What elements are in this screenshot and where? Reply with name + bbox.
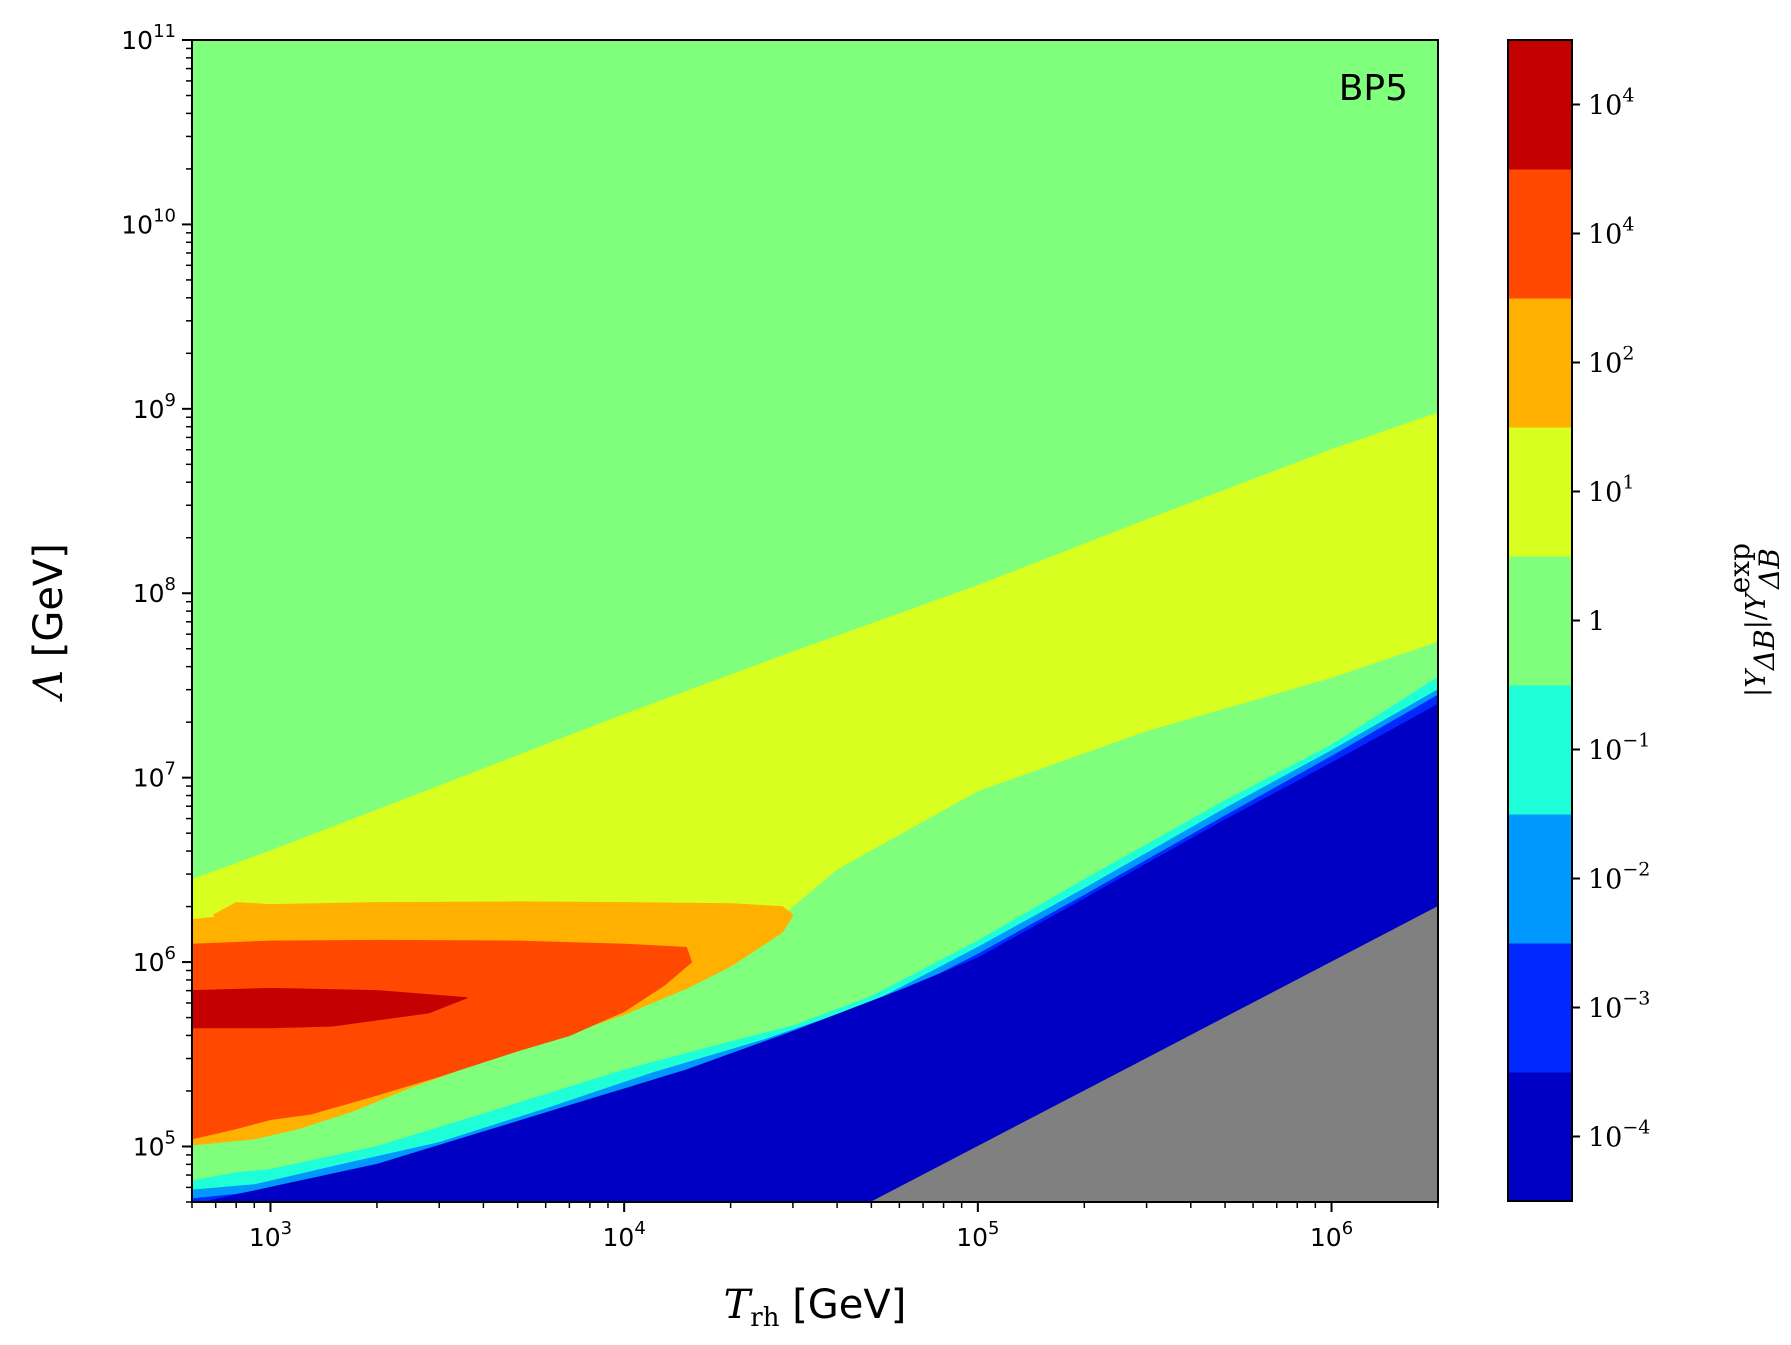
y-tick-label-3: 108 bbox=[133, 574, 176, 608]
colorbar-tick-base-0: 10 bbox=[1588, 1123, 1622, 1154]
x-tick-label-1: 104 bbox=[603, 1218, 646, 1252]
y-tick-exp-1: 6 bbox=[165, 943, 176, 964]
colorbar-segment-0 bbox=[1508, 1072, 1572, 1202]
colorbar-title-sub2: ΔB bbox=[1753, 548, 1786, 590]
y-axis-symbol: Λ bbox=[26, 670, 72, 703]
x-axis-unit bbox=[779, 1282, 792, 1328]
colorbar-tick-base-4: 1 bbox=[1588, 607, 1605, 638]
colorbar-segment-1 bbox=[1508, 943, 1572, 1073]
colorbar-segment-5 bbox=[1508, 427, 1572, 557]
y-tick-label-6: 1011 bbox=[121, 21, 176, 55]
y-tick-label-5: 1010 bbox=[121, 205, 176, 239]
y-axis-unit: [GeV] bbox=[26, 543, 72, 657]
colorbar-tick-exp-1: −3 bbox=[1622, 988, 1650, 1010]
y-tick-base-2: 10 bbox=[133, 764, 165, 793]
x-tick-base-0: 10 bbox=[249, 1223, 281, 1252]
y-tick-base-0: 10 bbox=[133, 1132, 165, 1161]
colorbar bbox=[1508, 40, 1572, 1202]
y-tick-exp-0: 5 bbox=[165, 1127, 176, 1148]
y-tick-base-4: 10 bbox=[133, 395, 165, 424]
colorbar-tick-base-2: 10 bbox=[1588, 865, 1622, 896]
x-tick-exp-0: 3 bbox=[281, 1218, 292, 1239]
y-minor-ticks bbox=[186, 47, 192, 1203]
colorbar-segment-4 bbox=[1508, 556, 1572, 686]
colorbar-title-bar: | bbox=[1741, 688, 1772, 697]
colorbar-tick-exp-7: 4 bbox=[1622, 214, 1634, 236]
colorbar-tick-label-2: 10−2 bbox=[1588, 859, 1650, 896]
colorbar-title-slash: |/ bbox=[1741, 610, 1772, 629]
colorbar-segment-6 bbox=[1508, 298, 1572, 428]
x-tick-label-0: 103 bbox=[249, 1218, 292, 1252]
x-tick-base-3: 10 bbox=[1310, 1223, 1342, 1252]
x-axis-subscript: rh bbox=[750, 1303, 779, 1333]
colorbar-tick-label-0: 10−4 bbox=[1588, 1117, 1650, 1154]
y-tick-base-1: 10 bbox=[133, 948, 165, 977]
y-tick-base-6: 10 bbox=[121, 26, 153, 55]
colorbar-tick-label-5: 101 bbox=[1588, 472, 1634, 509]
x-tick-exp-2: 5 bbox=[988, 1218, 999, 1239]
colorbar-title-y2: Y bbox=[1741, 591, 1772, 611]
colorbar-tick-base-6: 10 bbox=[1588, 349, 1622, 380]
y-tick-exp-5: 10 bbox=[153, 205, 176, 226]
colorbar-title-y: Y bbox=[1741, 668, 1772, 688]
x-tick-base-2: 10 bbox=[956, 1223, 988, 1252]
y-axis-title: Λ [GeV] bbox=[26, 543, 72, 703]
y-tick-exp-4: 9 bbox=[165, 390, 176, 411]
y-tick-label-4: 109 bbox=[133, 390, 176, 424]
colorbar-tick-exp-8: 4 bbox=[1622, 85, 1634, 107]
colorbar-title: |YΔB|/YexpΔB bbox=[1723, 543, 1786, 697]
colorbar-tick-label-8: 104 bbox=[1588, 85, 1634, 122]
y-tick-label-0: 105 bbox=[133, 1127, 176, 1161]
colorbar-tick-label-6: 102 bbox=[1588, 343, 1634, 380]
y-tick-exp-3: 8 bbox=[165, 574, 176, 595]
y-axis-space bbox=[26, 657, 72, 670]
y-tick-label-2: 107 bbox=[133, 759, 176, 793]
colorbar-tick-exp-6: 2 bbox=[1622, 343, 1634, 365]
x-tick-exp-3: 6 bbox=[1342, 1218, 1353, 1239]
colorbar-segment-3 bbox=[1508, 685, 1572, 815]
contour-regions bbox=[192, 40, 1438, 1202]
colorbar-tick-label-1: 10−3 bbox=[1588, 988, 1650, 1025]
x-axis-unit-text: [GeV] bbox=[792, 1282, 906, 1328]
colorbar-tick-base-5: 10 bbox=[1588, 478, 1622, 509]
colorbar-tick-exp-5: 1 bbox=[1622, 472, 1634, 494]
x-axis-title: Trh [GeV] bbox=[724, 1282, 907, 1333]
colorbar-tick-base-3: 10 bbox=[1588, 736, 1622, 767]
y-tick-exp-2: 7 bbox=[165, 759, 176, 780]
y-tick-exp-6: 11 bbox=[153, 21, 176, 42]
colorbar-segment-7 bbox=[1508, 169, 1572, 299]
colorbar-title-sup: exp bbox=[1723, 543, 1756, 593]
colorbar-tick-exp-3: −1 bbox=[1622, 730, 1650, 752]
colorbar-segment-2 bbox=[1508, 814, 1572, 944]
plot-frame bbox=[191, 39, 1439, 1203]
y-tick-label-1: 106 bbox=[133, 943, 176, 977]
y-tick-base-3: 10 bbox=[133, 579, 165, 608]
colorbar-tick-label-4: 1 bbox=[1588, 607, 1605, 638]
x-tick-label-3: 106 bbox=[1310, 1218, 1353, 1252]
x-tick-label-2: 105 bbox=[956, 1218, 999, 1252]
colorbar-title-sub: ΔB bbox=[1748, 629, 1781, 671]
excluded-region bbox=[871, 906, 1438, 1202]
colorbar-tick-base-8: 10 bbox=[1588, 91, 1622, 122]
colorbar-tick-base-7: 10 bbox=[1588, 220, 1622, 251]
x-minor-ticks bbox=[191, 1202, 1439, 1208]
colorbar-tick-exp-0: −4 bbox=[1622, 1117, 1650, 1139]
colorbar-segment-8 bbox=[1508, 40, 1572, 170]
colorbar-tick-base-1: 10 bbox=[1588, 994, 1622, 1025]
x-major-ticks: 103 104 105 106 bbox=[249, 1202, 1353, 1252]
x-tick-base-1: 10 bbox=[603, 1223, 635, 1252]
x-tick-exp-1: 4 bbox=[634, 1218, 645, 1239]
contour-region-level-8 bbox=[192, 987, 468, 1029]
annotation-label: BP5 bbox=[1339, 68, 1408, 109]
colorbar-tick-label-7: 104 bbox=[1588, 214, 1634, 251]
colorbar-tick-exp-2: −2 bbox=[1622, 859, 1650, 881]
x-axis-symbol: T bbox=[724, 1282, 754, 1328]
colorbar-tick-label-3: 10−1 bbox=[1588, 730, 1650, 767]
y-tick-base-5: 10 bbox=[121, 210, 153, 239]
